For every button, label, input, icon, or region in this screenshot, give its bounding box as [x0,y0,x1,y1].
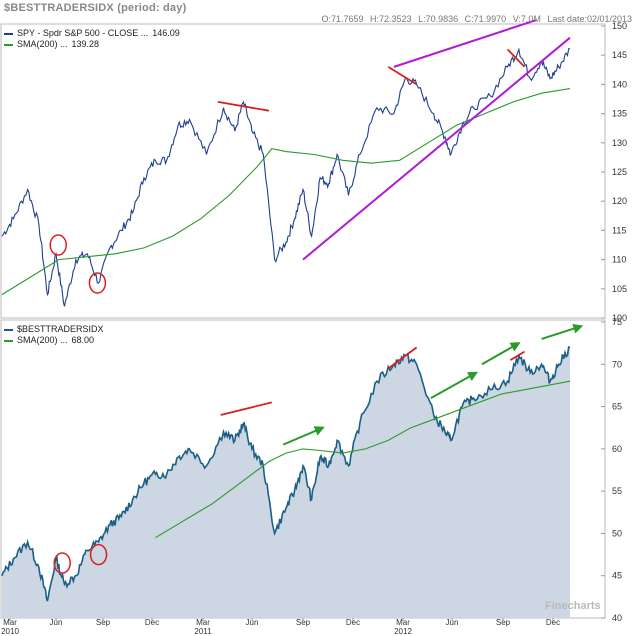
xtick-label-1-0: Jun [50,618,63,627]
index-red-trendline-2 [509,350,526,361]
chart-title: $BESTTRADERSIDX (period: day) [4,2,187,14]
index-green-arrow-3 [282,426,325,446]
ytick-label-55: 55 [612,486,622,496]
xtick-label-6-0: Sep [296,618,311,627]
xtick-label-5-0: Jun [246,618,259,627]
ytick-label-120: 120 [612,196,627,206]
xtick-label-0-1: 2010 [1,627,19,636]
index-green-arrow-5 [481,342,521,366]
legend-price: SPY - Spdr S&P 500 - CLOSE ... 146.09 [4,28,180,39]
spy-purple-trendline-0 [302,36,571,261]
spy-red-trendline-3 [387,66,418,86]
low-value: L:70.9836 [418,14,459,24]
index-red-trendline-0 [220,401,273,416]
xtick-label-3-0: Dec [145,618,159,627]
xtick-label-4-0: Mar [196,618,210,627]
xtick-label-10-0: Sep [496,618,511,627]
index-red-circle-8 [89,543,108,566]
ytick-label-115: 115 [612,225,626,235]
spy-red-circle-6 [88,272,107,294]
spy-red-circle-5 [49,234,67,256]
panel-frame-spy [0,23,606,319]
spy-sma-line [1,88,571,296]
legend-index-swatch [4,328,13,331]
watermark: Finecharts [545,600,601,612]
legend-sma-swatch [4,43,13,46]
legend-index-sma: SMA(200) ... 68.00 [4,335,104,346]
xtick-label-11-0: Dec [546,618,560,627]
ytick-label-145: 145 [612,50,627,60]
index-sma-line [155,380,571,539]
ytick-label-105: 105 [612,284,627,294]
legend-sma: SMA(200) ... 139.28 [4,39,180,50]
spy-red-trendline-4 [506,48,526,68]
legend-index-sma-swatch [4,339,13,342]
ytick-label-150: 150 [612,21,627,31]
volume-value: V:7.0M [512,14,541,24]
ytick-label-40: 40 [612,613,622,623]
high-value: H:72.3523 [370,14,412,24]
bottom-legend: $BESTTRADERSIDX SMA(200) ... 68.00 [4,324,104,346]
last-date: Last date:02/01/2013 [547,14,632,24]
ytick-label-70: 70 [612,359,622,369]
xtick-label-2-0: Sep [96,618,111,627]
ytick-label-50: 50 [612,528,622,538]
index-green-arrow-6 [541,323,584,340]
xtick-label-7-0: Dec [346,618,360,627]
index-area-fill [2,347,570,618]
ytick-label-110: 110 [612,255,626,265]
index-red-trendline-1 [387,346,418,370]
xtick-label-0-0: Mar [3,618,17,627]
ytick-label-125: 125 [612,167,627,177]
ytick-label-75: 75 [612,317,622,327]
ytick-label-100: 100 [612,313,627,323]
spy-purple-trendline-1 [393,19,537,68]
spy-red-trendline-2 [217,101,270,112]
xtick-label-4-1: 2011 [194,627,212,636]
index-green-arrow-4 [430,371,479,399]
legend-index: $BESTTRADERSIDX [4,324,104,335]
xtick-label-8-0: Mar [396,618,410,627]
close-value: C:71.9970 [464,14,507,24]
quote-readout: O:71.7659 H:72.3523 L:70.9836 C:71.9970 … [317,14,632,24]
top-legend: SPY - Spdr S&P 500 - CLOSE ... 146.09 SMA… [4,28,180,50]
ytick-label-135: 135 [612,109,627,119]
ytick-label-65: 65 [612,402,622,412]
legend-price-swatch [4,32,13,35]
index-red-circle-7 [53,552,71,574]
ytick-label-45: 45 [612,571,622,581]
ytick-label-60: 60 [612,444,622,454]
xtick-label-9-0: Jun [446,618,459,627]
spy-series-line [1,47,570,307]
open-value: O:71.7659 [321,14,364,24]
xtick-label-8-1: 2012 [394,627,412,636]
ytick-label-140: 140 [612,79,627,89]
ytick-label-130: 130 [612,138,627,148]
